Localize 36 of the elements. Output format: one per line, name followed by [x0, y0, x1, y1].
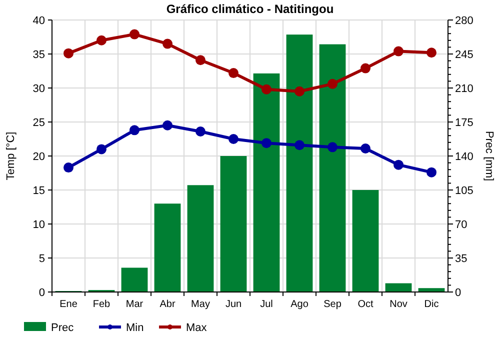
x-tick-label: Feb [92, 299, 111, 310]
y-tick-label: 0 [38, 286, 45, 299]
y-tick-label: 25 [32, 116, 45, 129]
y2-tick-label: 210 [455, 82, 474, 95]
x-tick-label: Dic [424, 299, 439, 310]
y-axis-title: Temp [°C] [5, 132, 17, 180]
y-tick-label: 10 [32, 218, 45, 231]
x-tick-label: Ene [60, 299, 78, 310]
y-tick-label: 30 [32, 82, 45, 95]
x-tick-label: Abr [160, 299, 176, 310]
y-tick-label: 35 [32, 48, 45, 61]
y2-tick-label: 140 [455, 150, 474, 163]
y2-tick-label: 70 [455, 218, 468, 231]
y2-tick-label: 0 [455, 286, 462, 299]
y2-axis-title: Prec [mm] [483, 130, 495, 182]
x-tick-label: Nov [390, 299, 408, 310]
y2-tick-label: 245 [455, 48, 474, 61]
y2-tick-label: 175 [455, 116, 474, 129]
legend-label: Prec [51, 322, 74, 334]
x-tick-label: Jul [260, 299, 273, 310]
y-tick-label: 15 [32, 184, 45, 197]
legend-label: Min [126, 322, 144, 334]
x-tick-label: Ago [290, 299, 309, 310]
chart-title: Gráfico climático - Natitingou [166, 2, 334, 16]
y2-tick-label: 280 [455, 14, 474, 27]
x-tick-label: May [191, 299, 210, 310]
y2-tick-label: 105 [455, 184, 474, 197]
x-tick-label: Jun [225, 299, 242, 310]
y-tick-label: 5 [38, 252, 45, 265]
x-tick-label: Oct [358, 299, 374, 310]
x-tick-label: Sep [324, 299, 342, 310]
x-tick-label: Mar [126, 299, 144, 310]
y2-tick-label: 35 [455, 252, 468, 265]
legend-label: Max [186, 322, 208, 334]
y-tick-label: 20 [32, 150, 45, 163]
y-tick-label: 40 [32, 14, 45, 27]
